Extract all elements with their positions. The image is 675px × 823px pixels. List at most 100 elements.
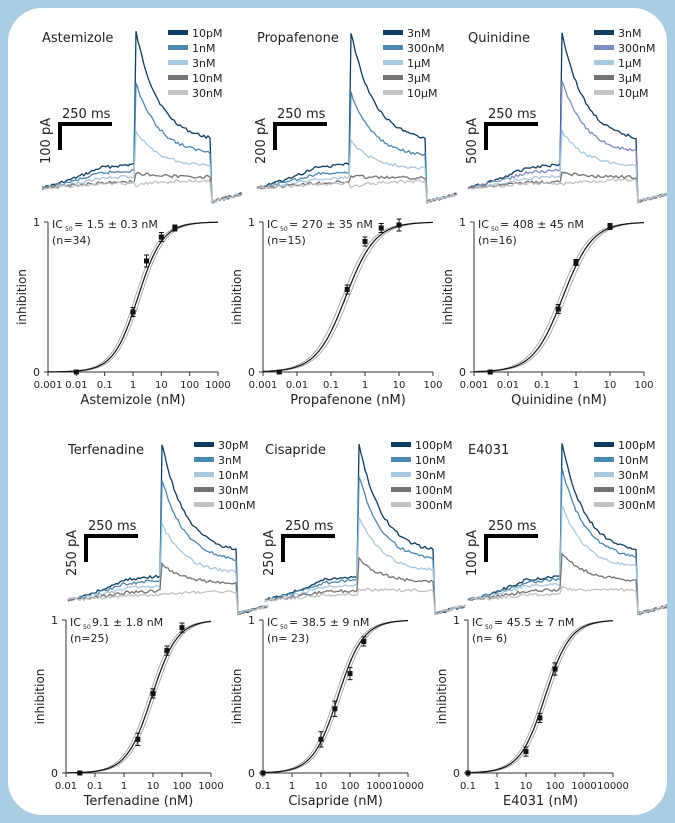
- legend-swatch: [383, 60, 403, 65]
- sample-size: (n=16): [478, 234, 517, 247]
- legend-label: 300nM: [618, 499, 655, 512]
- legend-swatch: [194, 502, 214, 507]
- x-tick-label: 100: [634, 380, 653, 391]
- x-tick-label: 100: [172, 781, 191, 792]
- x-axis-label: Astemizole (nM): [80, 393, 185, 408]
- legend-label: 1μM: [618, 57, 642, 70]
- legend-label: 100pM: [618, 439, 655, 452]
- data-point: [276, 369, 282, 375]
- legend-swatch: [383, 90, 403, 95]
- legend-swatch: [383, 30, 403, 35]
- legend-label: 300nM: [618, 42, 655, 55]
- legend-label: 30nM: [618, 469, 648, 482]
- figure-card: Astemizole 10pM 1nM 3nM 10nM 30nM 250 ms 100 pA…: [8, 8, 667, 815]
- legend-swatch: [594, 75, 614, 80]
- legend-label: 100pM: [415, 439, 452, 452]
- legend-swatch: [391, 472, 411, 477]
- y-tick-label: 0: [33, 366, 40, 379]
- x-tick-label: 10: [520, 781, 533, 792]
- current-trace: [256, 91, 458, 205]
- ic50-value: = 38.5 ± 9 nM: [289, 616, 369, 629]
- legend-swatch: [594, 90, 614, 95]
- ic50-subscript: 50: [83, 624, 91, 631]
- ic50-subscript: 50: [280, 624, 288, 631]
- scale-bar: [281, 534, 335, 562]
- current-trace: [264, 476, 466, 616]
- current-trace: [256, 174, 458, 203]
- legend-label: 10nM: [192, 72, 222, 85]
- current-trace: [264, 556, 466, 614]
- x-tick-label: 0.001: [460, 380, 489, 391]
- x-tick-label: 1: [362, 380, 368, 391]
- scale-current-label: 200 pA: [254, 118, 269, 164]
- scale-current-label: 250 pA: [65, 530, 80, 576]
- legend-label: 300nM: [415, 499, 452, 512]
- legend-label: 3nM: [618, 27, 641, 40]
- scale-bar: [484, 534, 538, 562]
- legend-label: 10μM: [618, 87, 649, 100]
- ic50-subscript: 50: [65, 226, 73, 233]
- y-tick-label: 1: [248, 216, 255, 229]
- fit-curve: [263, 620, 408, 774]
- ic50-prefix: IC: [472, 616, 483, 629]
- y-axis-label: inhibition: [435, 669, 449, 725]
- legend-swatch: [594, 487, 614, 492]
- trace-title: Cisapride: [265, 443, 326, 458]
- data-point: [537, 715, 543, 721]
- data-point: [347, 671, 353, 677]
- current-trace: [67, 480, 269, 616]
- x-tick-label: 100: [340, 781, 359, 792]
- legend-label: 10μM: [407, 87, 438, 100]
- scale-bar: [58, 122, 112, 150]
- data-point: [158, 234, 164, 240]
- legend-swatch: [168, 30, 188, 35]
- x-tick-label: 0.1: [97, 380, 113, 391]
- x-tick-label: 0.1: [87, 781, 103, 792]
- y-tick-label: 0: [51, 767, 58, 780]
- x-tick-label: 10000: [392, 781, 424, 792]
- x-axis-label: Propafenone (nM): [290, 393, 406, 408]
- legend-swatch: [391, 502, 411, 507]
- data-point: [164, 648, 170, 654]
- trace-title: Astemizole: [42, 31, 113, 46]
- x-tick-label: 10: [155, 380, 168, 391]
- current-trace: [467, 80, 667, 205]
- legend-swatch: [194, 442, 214, 447]
- current-trace: [467, 552, 667, 615]
- x-tick-label: 1: [573, 380, 579, 391]
- legend-label: 10nM: [218, 469, 248, 482]
- data-point: [77, 770, 83, 776]
- scale-current-label: 500 pA: [465, 118, 480, 164]
- data-point: [552, 666, 558, 672]
- ic50-value: = 408 ± 45 nM: [500, 218, 584, 231]
- current-trace: [256, 138, 458, 204]
- legend-label: 30nM: [218, 484, 248, 497]
- data-point: [144, 258, 150, 264]
- trace-title: Terfenadine: [67, 443, 144, 458]
- ic50-prefix: IC: [267, 218, 278, 231]
- sample-size: (n=34): [52, 234, 91, 247]
- ic50-value: = 45.5 ± 7 nM: [494, 616, 574, 629]
- scale-current-label: 100 pA: [465, 530, 480, 576]
- y-tick-label: 1: [33, 216, 40, 229]
- legend-label: 30nM: [415, 469, 445, 482]
- x-tick-label: 100: [423, 380, 442, 391]
- x-tick-label: 100: [545, 781, 564, 792]
- ic50-subscript: 50: [280, 226, 288, 233]
- legend-label: 1μM: [407, 57, 431, 70]
- legend-label: 10nM: [415, 454, 445, 467]
- legend-swatch: [391, 487, 411, 492]
- data-point: [607, 224, 613, 229]
- data-point: [172, 225, 178, 231]
- legend-label: 10nM: [618, 454, 648, 467]
- trace-title: Propafenone: [257, 31, 339, 46]
- x-tick-label: 1: [494, 781, 500, 792]
- legend-swatch: [194, 472, 214, 477]
- y-tick-label: 0: [453, 767, 460, 780]
- legend-label: 3μM: [407, 72, 431, 85]
- legend-swatch: [594, 442, 614, 447]
- legend-swatch: [391, 457, 411, 462]
- x-tick-label: 0.001: [34, 380, 63, 391]
- ic50-prefix: IC: [70, 616, 81, 629]
- current-trace: [256, 178, 458, 204]
